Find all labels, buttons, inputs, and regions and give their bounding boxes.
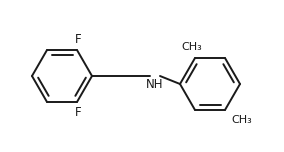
Text: F: F: [75, 106, 81, 119]
Text: F: F: [75, 33, 81, 46]
Text: CH₃: CH₃: [231, 115, 252, 125]
Text: CH₃: CH₃: [182, 42, 202, 52]
Text: NH: NH: [146, 78, 164, 91]
